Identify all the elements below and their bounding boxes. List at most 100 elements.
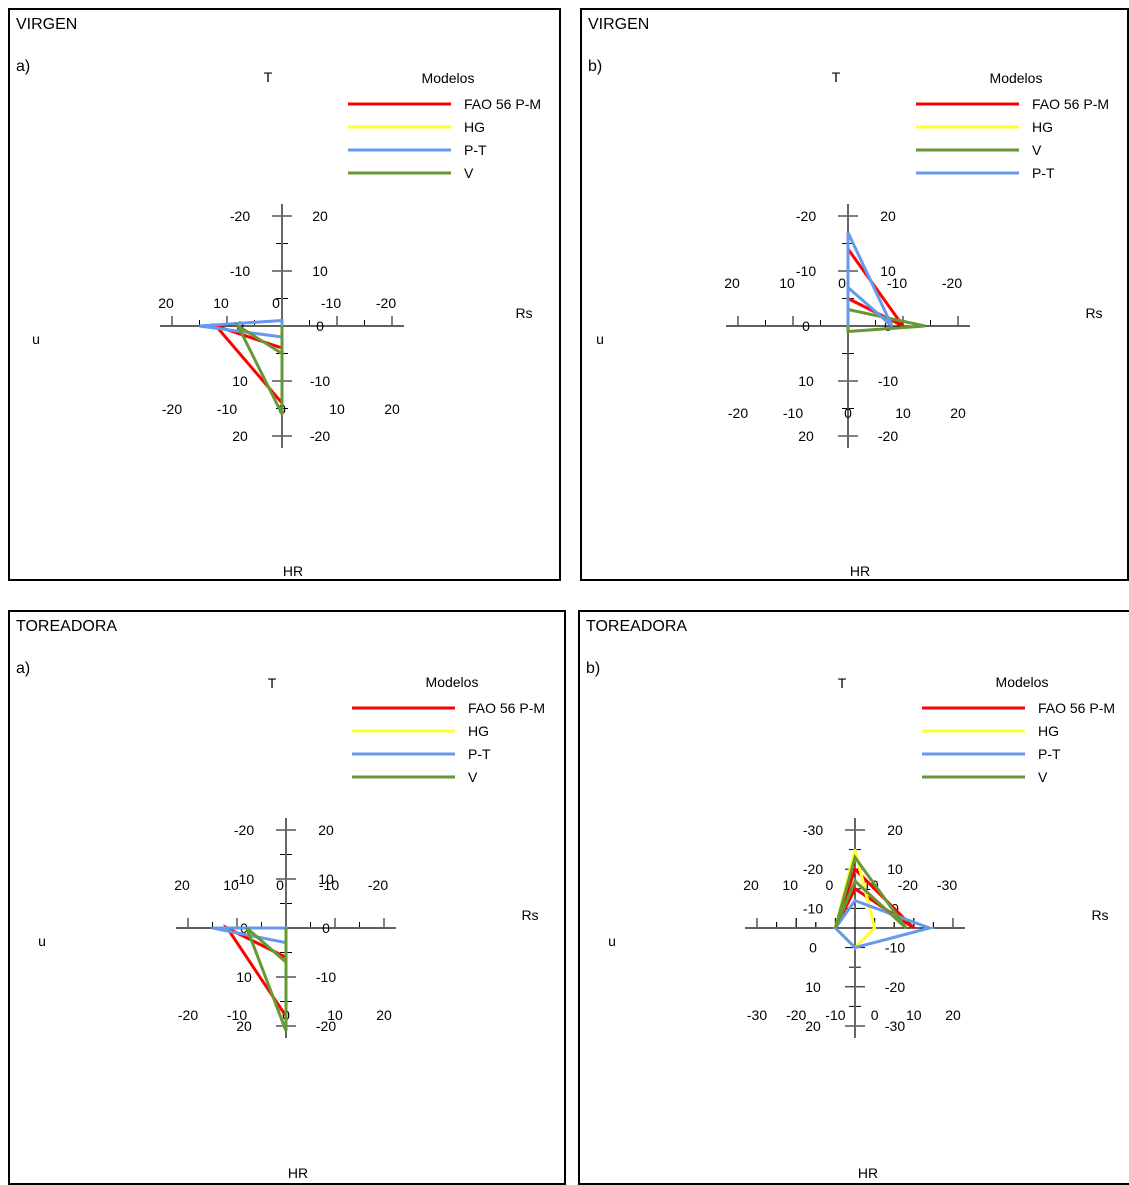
legend-label: V	[1032, 142, 1042, 158]
legend: Modelos FAO 56 P-M HG V P-T	[916, 70, 1109, 181]
tick-label-rs: -10	[825, 1007, 845, 1023]
legend-title: Modelos	[990, 70, 1043, 86]
tick-label-t: 0	[316, 318, 324, 334]
axis-label-u: u	[38, 933, 46, 949]
series-group	[199, 318, 284, 415]
tick-label-hr: -20	[803, 861, 823, 877]
tick-label-rs: 0	[844, 405, 852, 421]
panel-title: TOREADORA	[16, 618, 118, 635]
series-line-p-t	[846, 231, 894, 328]
tick-label-u: -20	[942, 275, 962, 291]
legend-label: HG	[464, 119, 485, 135]
tick-label-u: 10	[213, 295, 229, 311]
series-line-p-t	[833, 898, 935, 950]
tick-label-u: 10	[782, 877, 798, 893]
legend-label: P-T	[464, 142, 487, 158]
axis-label-t: T	[832, 69, 841, 85]
panel-label: b)	[588, 58, 603, 75]
tick-label-hr: -20	[230, 208, 250, 224]
tick-label-hr: 10	[805, 979, 821, 995]
axis-label-hr: HR	[283, 563, 303, 579]
axis-label-t: T	[264, 69, 273, 85]
tick-label-hr: 20	[805, 1018, 821, 1034]
legend-label: HG	[1032, 119, 1053, 135]
legend-title: Modelos	[422, 70, 475, 86]
tick-label-t: 0	[322, 920, 330, 936]
tick-label-rs: -10	[783, 405, 803, 421]
chart-panel-toreadora-b: TOREADORA b) -30 -20 -10 0 10 20 -30 -20 -10 0 10 2…	[578, 610, 1129, 1185]
tick-label-t: -20	[885, 979, 905, 995]
tick-label-hr: 10	[236, 969, 252, 985]
tick-label-u: 0	[826, 877, 834, 893]
legend-label: P-T	[1038, 746, 1061, 762]
tick-label-rs: 10	[895, 405, 911, 421]
tick-label-t: 10	[880, 263, 896, 279]
tick-label-u: 20	[174, 877, 190, 893]
axis-label-hr: HR	[850, 563, 870, 579]
tick-label-t: -10	[878, 373, 898, 389]
tick-label-hr: -20	[234, 822, 254, 838]
tick-label-hr: -10	[803, 900, 823, 916]
legend-label: P-T	[1032, 165, 1055, 181]
axis-label-rs: Rs	[515, 305, 532, 321]
axis-label-t: T	[268, 675, 277, 691]
series-group	[846, 231, 926, 334]
tick-label-u: -10	[319, 877, 339, 893]
legend-title: Modelos	[426, 674, 479, 690]
tick-label-u: 0	[272, 295, 280, 311]
legend-label: FAO 56 P-M	[1038, 700, 1115, 716]
tick-label-u: -20	[898, 877, 918, 893]
panel-label: a)	[16, 660, 31, 677]
tick-label-u: 0	[276, 877, 284, 893]
panel-title: TOREADORA	[586, 618, 688, 635]
legend-title: Modelos	[996, 674, 1049, 690]
axis-label-t: T	[838, 675, 847, 691]
legend: Modelos FAO 56 P-M HG P-T V	[348, 70, 541, 181]
tick-label-hr: -10	[796, 263, 816, 279]
tick-label-rs: 20	[376, 1007, 392, 1023]
tick-label-hr: -30	[803, 822, 823, 838]
tick-label-hr: -10	[230, 263, 250, 279]
tick-label-hr: 10	[232, 373, 248, 389]
axis-label-u: u	[32, 331, 40, 347]
tick-label-hr: -10	[234, 871, 254, 887]
series-line-v	[245, 926, 288, 1032]
chart-panel-toreadora-a: TOREADORA a) -20 -10 0 10 20 -20 -10 0 10 20 -20 -1…	[8, 610, 566, 1185]
axis-label-hr: HR	[288, 1165, 308, 1181]
axis-label-hr: HR	[858, 1165, 878, 1181]
legend-label: V	[1038, 769, 1048, 785]
panel-title: VIRGEN	[16, 16, 78, 33]
legend-label: FAO 56 P-M	[1032, 96, 1109, 112]
tick-label-t: -20	[878, 428, 898, 444]
axis-label-u: u	[608, 933, 616, 949]
panel-title: VIRGEN	[588, 16, 650, 33]
tick-label-hr: 20	[236, 1018, 252, 1034]
tick-label-hr: 20	[798, 428, 814, 444]
series-group	[212, 924, 288, 1032]
legend-label: HG	[468, 723, 489, 739]
chart-panel-virgen-a: VIRGEN a) -20 -10 0 10 20 -20 -10 0 10 20 -20 -10 0 1…	[8, 8, 561, 581]
tick-label-t: -10	[316, 969, 336, 985]
tick-label-t: 0	[884, 318, 892, 334]
tick-label-t: 10	[887, 861, 903, 877]
tick-label-rs: 10	[327, 1007, 343, 1023]
series-line-v	[833, 853, 908, 930]
tick-label-rs: 0	[871, 1007, 879, 1023]
tick-label-rs: -10	[217, 401, 237, 417]
tick-label-u: -10	[321, 295, 341, 311]
legend: Modelos FAO 56 P-M HG P-T V	[922, 674, 1115, 785]
tick-label-rs: 20	[950, 405, 966, 421]
axis-label-rs: Rs	[1085, 305, 1102, 321]
tick-label-t: 20	[312, 208, 328, 224]
tick-label-t: -30	[885, 1018, 905, 1034]
axis-label-rs: Rs	[521, 907, 538, 923]
tick-label-rs: -20	[786, 1007, 806, 1023]
tick-label-rs: -10	[227, 1007, 247, 1023]
tick-label-hr: 0	[802, 318, 810, 334]
panel-label: b)	[586, 660, 601, 677]
tick-label-rs: -20	[162, 401, 182, 417]
